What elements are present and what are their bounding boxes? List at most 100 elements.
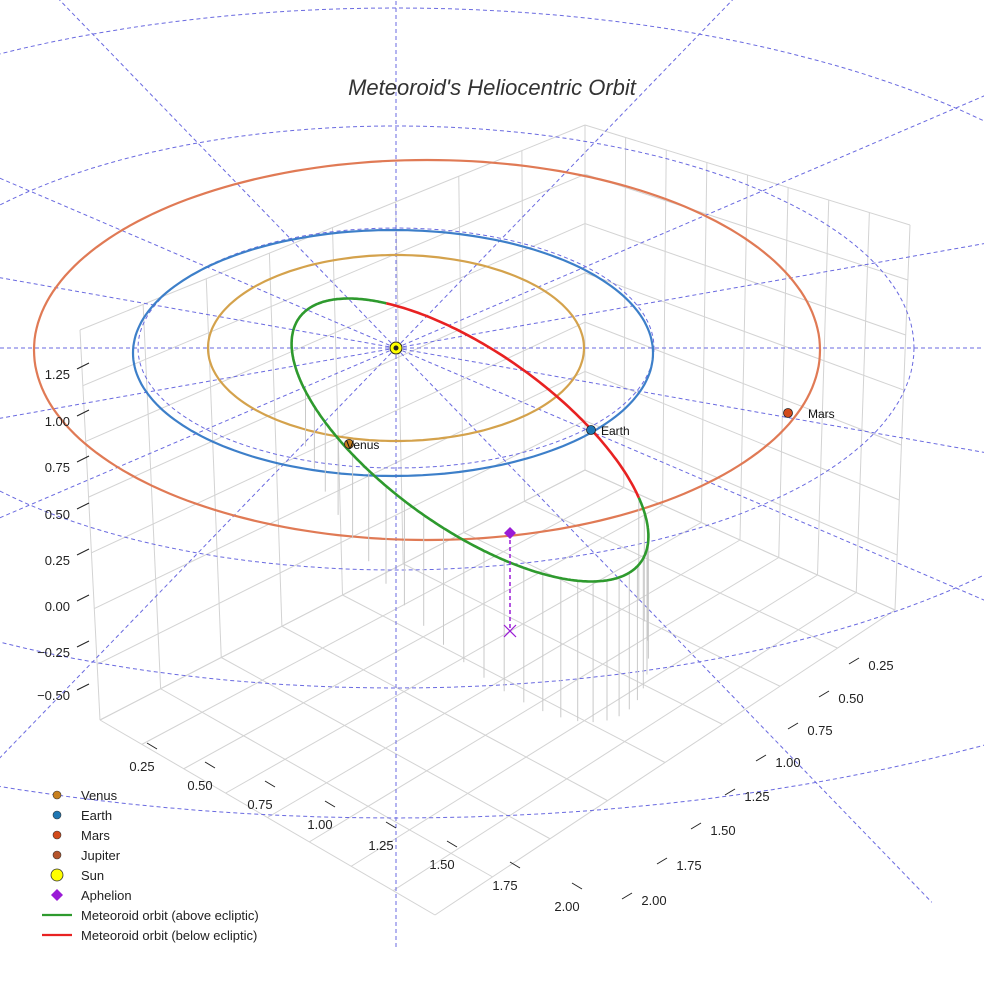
mars-orbit bbox=[32, 158, 822, 542]
polar-spoke bbox=[58, 0, 397, 349]
wall-grid-line bbox=[778, 187, 789, 558]
meteoroid-orbit bbox=[290, 297, 650, 583]
polar-ring bbox=[0, 125, 915, 571]
x-tick-label: 1.25 bbox=[368, 838, 393, 853]
legend-label: Jupiter bbox=[81, 848, 121, 863]
z-tick-mark bbox=[76, 640, 90, 648]
legend-item: Jupiter bbox=[52, 848, 121, 863]
legend-item: Aphelion bbox=[51, 888, 132, 903]
y-tick-mark bbox=[621, 892, 633, 900]
floor-grid-line bbox=[350, 574, 818, 867]
legend-swatch bbox=[51, 889, 63, 901]
legend-item: Meteoroid orbit (below ecliptic) bbox=[42, 928, 257, 943]
legend-item: Earth bbox=[52, 808, 112, 823]
planet-orbits bbox=[32, 158, 822, 542]
z-tick-mark bbox=[76, 409, 90, 417]
wall-grid-line bbox=[458, 176, 465, 533]
polar-spoke bbox=[395, 95, 984, 349]
wall-grid-line bbox=[623, 137, 627, 488]
z-tick-label: 1.00 bbox=[45, 414, 70, 429]
wall-grid-line bbox=[700, 162, 708, 523]
y-tick-label: 1.50 bbox=[710, 823, 735, 838]
x-tick-mark bbox=[324, 800, 336, 808]
wall-grid-line bbox=[332, 227, 343, 596]
x-tick-label: 1.75 bbox=[492, 878, 517, 893]
polar-ring bbox=[0, 744, 984, 819]
z-tick-mark bbox=[76, 362, 90, 370]
z-tick-label: 0.75 bbox=[45, 460, 70, 475]
z-tick-label: 1.25 bbox=[45, 367, 70, 382]
earth-orbit bbox=[131, 228, 655, 478]
wall-grid-line bbox=[584, 370, 900, 501]
x-tick-label: 0.75 bbox=[247, 797, 272, 812]
x-tick-label: 2.00 bbox=[554, 899, 579, 914]
mars-label: Mars bbox=[808, 407, 835, 421]
x-tick-label: 1.00 bbox=[307, 817, 332, 832]
x-tick-mark bbox=[385, 821, 397, 829]
aphelion-projection-marker bbox=[503, 624, 517, 638]
wall-grid-line bbox=[662, 149, 667, 506]
z-tick-mark bbox=[76, 455, 90, 463]
wall-grid-line bbox=[142, 304, 162, 689]
x-tick-label: 1.50 bbox=[429, 857, 454, 872]
polar-spoke bbox=[395, 0, 734, 349]
z-tick-mark bbox=[76, 683, 90, 691]
venus-orbit bbox=[206, 253, 586, 443]
y-tick-label: 2.00 bbox=[641, 893, 666, 908]
legend-item: Meteoroid orbit (above ecliptic) bbox=[42, 908, 259, 923]
drop-lines bbox=[305, 391, 649, 723]
floor-grid-line bbox=[402, 563, 723, 725]
y-tick-label: 1.25 bbox=[744, 789, 769, 804]
floor-grid-line bbox=[392, 592, 857, 892]
y-tick-mark bbox=[656, 857, 668, 865]
polar-spoke bbox=[0, 277, 397, 349]
polar-spoke bbox=[0, 347, 397, 759]
legend-label: Earth bbox=[81, 808, 112, 823]
legend-label: Mars bbox=[81, 828, 110, 843]
x-tick-mark bbox=[509, 861, 521, 869]
legend-swatch bbox=[52, 790, 62, 800]
wall-grid-line bbox=[817, 199, 830, 576]
y-tick-label: 0.50 bbox=[838, 691, 863, 706]
floor-grid-line bbox=[524, 500, 838, 649]
earth-label: Earth bbox=[601, 424, 630, 438]
y-tick-label: 0.25 bbox=[868, 658, 893, 673]
x-tick-mark bbox=[571, 882, 583, 890]
earth-marker bbox=[586, 425, 596, 435]
y-tick-mark bbox=[724, 788, 736, 796]
wall-grid-line bbox=[584, 272, 904, 391]
floor-grid-line bbox=[309, 557, 780, 843]
wall-grid-line bbox=[82, 173, 586, 387]
floor-grid-line bbox=[434, 609, 896, 916]
wall-grid-line bbox=[584, 223, 906, 336]
meteoroid-orbit-below bbox=[386, 302, 640, 499]
wall-grid-line bbox=[79, 329, 101, 721]
z-tick-label: −0.25 bbox=[37, 645, 70, 660]
wall-grid-line bbox=[739, 174, 748, 541]
polar-spoke bbox=[395, 347, 984, 453]
legend: Venus Earth Mars Jupiter Sun Aphelion Meteoroi… bbox=[42, 788, 259, 943]
z-tick-label: −0.50 bbox=[37, 688, 70, 703]
legend-swatch bbox=[52, 810, 62, 820]
y-tick-mark bbox=[787, 722, 799, 730]
x-tick-mark bbox=[204, 761, 216, 769]
chart-grid bbox=[79, 124, 911, 916]
wall-grid-line bbox=[88, 272, 586, 498]
x-tick-label: 0.25 bbox=[129, 759, 154, 774]
y-tick-mark bbox=[690, 822, 702, 830]
polar-ring bbox=[0, 7, 984, 689]
legend-swatch bbox=[52, 830, 62, 840]
z-tick-label: 0.00 bbox=[45, 599, 70, 614]
polar-grid bbox=[0, 0, 984, 948]
mars-marker bbox=[783, 408, 793, 418]
wall-grid-line bbox=[584, 469, 896, 611]
polar-spoke bbox=[0, 347, 397, 419]
y-tick-label: 1.00 bbox=[775, 755, 800, 770]
wall-grid-line bbox=[395, 201, 404, 564]
wall-grid-line bbox=[205, 278, 222, 658]
z-tick-mark bbox=[76, 594, 90, 602]
z-tick-mark bbox=[76, 548, 90, 556]
x-tick-mark bbox=[146, 742, 158, 750]
legend-item: Sun bbox=[50, 868, 104, 883]
legend-label: Venus bbox=[81, 788, 118, 803]
